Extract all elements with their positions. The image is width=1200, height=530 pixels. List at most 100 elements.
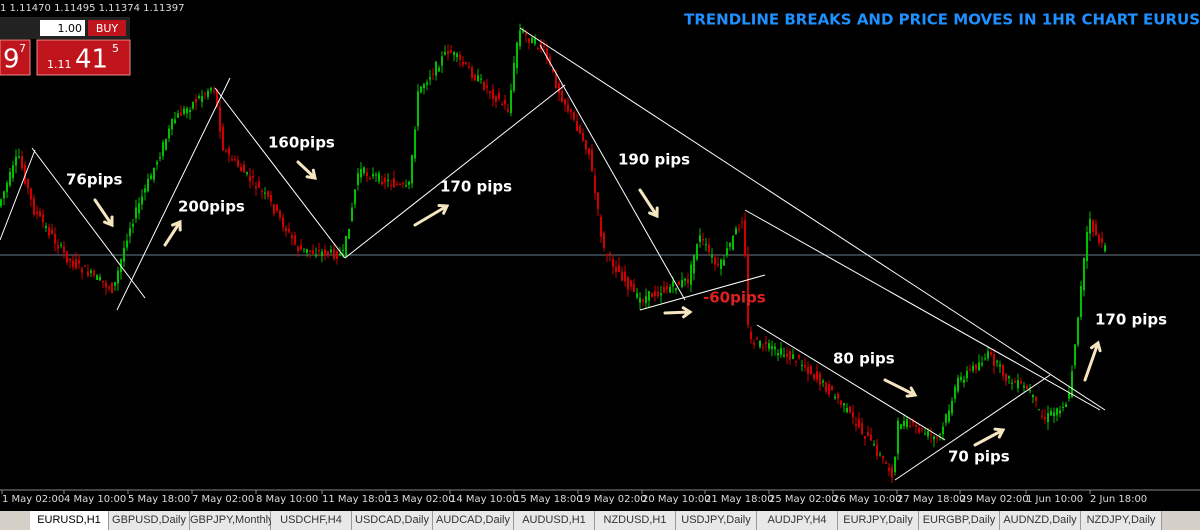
candle-body (648, 291, 650, 301)
candle-body (591, 149, 593, 171)
candle-body (132, 223, 134, 227)
symbol-tab[interactable]: AUDCAD,Daily (433, 511, 514, 530)
candle-body (711, 255, 713, 258)
candle-body (675, 288, 677, 291)
candle-body (573, 112, 575, 120)
symbol-tab[interactable]: GBPUSD,Daily (109, 511, 190, 530)
candle-body (273, 204, 275, 214)
candle-body (753, 342, 755, 345)
candle-body (9, 172, 11, 186)
candle-body (168, 128, 170, 139)
candle-body (849, 406, 851, 413)
candles (0, 23, 1106, 484)
candle-body (534, 38, 536, 44)
candle-body (405, 185, 407, 187)
candle-body (438, 67, 440, 72)
candle-body (693, 254, 695, 274)
candle-body (810, 366, 812, 374)
candle-body (891, 467, 893, 478)
candle-body (246, 172, 248, 174)
candle-body (48, 227, 50, 236)
candle-body (882, 455, 884, 459)
candle-body (1062, 406, 1064, 408)
candle-body (372, 173, 374, 177)
candle-body (825, 382, 827, 392)
buy-super: 5 (112, 42, 119, 55)
candle-body (315, 254, 317, 257)
trendline (214, 87, 346, 259)
candle-body (678, 281, 680, 285)
candle-body (216, 89, 218, 107)
symbol-tab[interactable]: GBPJPY,Monthly (190, 511, 274, 530)
candle-body (93, 270, 95, 276)
symbol-tab[interactable]: EURJPY,Daily (838, 511, 919, 530)
candle-body (576, 121, 578, 132)
sell-price-box[interactable] (0, 39, 31, 76)
buy-price-box[interactable] (36, 39, 131, 76)
candle-body (918, 427, 920, 433)
candle-body (513, 62, 515, 91)
candle-body (708, 244, 710, 253)
candle-body (486, 85, 488, 88)
trendline (756, 324, 946, 441)
candle-body (243, 164, 245, 173)
candle-body (1023, 385, 1025, 388)
candle-body (33, 198, 35, 215)
candle-body (720, 259, 722, 269)
candle-body (159, 157, 161, 159)
symbol-tab[interactable]: NZDUSD,H1 (595, 511, 676, 530)
symbol-tab[interactable]: AUDUSD,H1 (514, 511, 595, 530)
candle-body (261, 190, 263, 192)
candle-body (375, 174, 377, 176)
candle-body (1059, 410, 1061, 414)
candle-body (912, 421, 914, 423)
arrows (93, 160, 1102, 447)
candle-body (852, 412, 854, 418)
symbol-tab[interactable]: AUDNZD,Daily (1000, 511, 1081, 530)
candle-body (1005, 374, 1007, 382)
symbol-tab[interactable]: USDJPY,Daily (676, 511, 757, 530)
symbol-tab[interactable]: USDCAD,Daily (352, 511, 433, 530)
arrow (163, 219, 182, 247)
trendlines (0, 27, 1106, 481)
candle-body (171, 118, 173, 130)
candle-body (690, 264, 692, 285)
candle-body (1050, 410, 1052, 416)
candle-body (72, 260, 74, 267)
candle-body (276, 204, 278, 211)
annotation: 190 pips (618, 151, 690, 169)
candle-body (567, 104, 569, 112)
candle-body (1080, 285, 1082, 318)
candle-body (744, 220, 746, 256)
candle-body (747, 253, 749, 325)
candle-body (519, 30, 521, 47)
candle-body (3, 191, 5, 199)
candle-body (297, 246, 299, 252)
lot-input[interactable] (40, 20, 85, 36)
candle-body (294, 235, 296, 245)
symbol-tab[interactable]: USDCHF,H4 (271, 511, 352, 530)
candle-body (354, 189, 356, 205)
candle-body (465, 62, 467, 64)
candle-body (1083, 258, 1085, 291)
candle-body (504, 99, 506, 105)
candle-body (477, 75, 479, 82)
candle-body (549, 56, 551, 65)
candle-body (69, 258, 71, 261)
candle-body (930, 434, 932, 436)
symbol-tab[interactable]: EURGBP,Daily (919, 511, 1000, 530)
candle-body (207, 90, 209, 98)
candle-body (819, 373, 821, 385)
symbol-tab[interactable]: EURUSD,H1 (30, 511, 109, 530)
candle-body (450, 50, 452, 53)
candle-body (552, 68, 554, 72)
candle-body (636, 293, 638, 298)
candle-body (762, 347, 764, 349)
candle-body (564, 99, 566, 105)
candle-body (858, 418, 860, 428)
symbol-tab[interactable]: AUDJPY,H4 (757, 511, 838, 530)
buy-button[interactable] (88, 20, 126, 36)
symbol-tab[interactable]: NZDJPY,Daily (1081, 511, 1162, 530)
candle-body (1089, 218, 1091, 234)
